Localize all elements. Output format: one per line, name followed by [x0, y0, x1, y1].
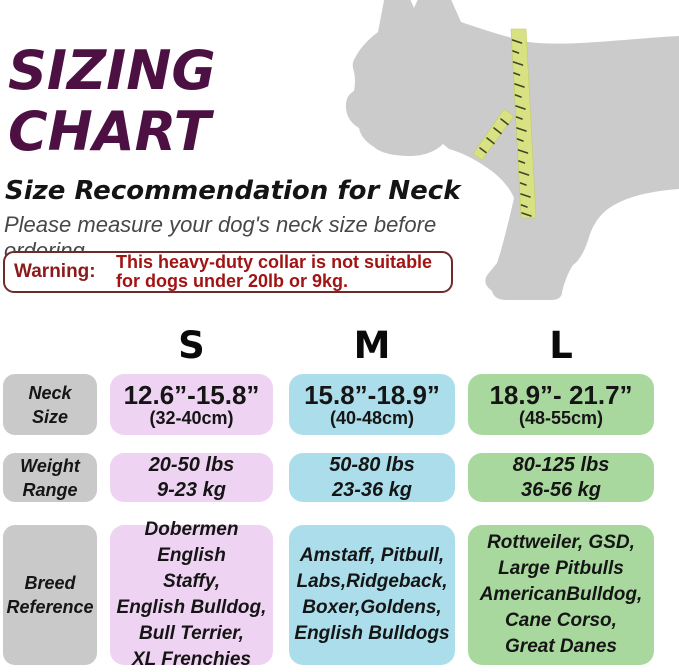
neck-size-cell-l: 18.9”- 21.7” (48-55cm)	[468, 374, 654, 435]
neck-size-cm-m: (40-48cm)	[329, 408, 415, 428]
weight-range-cell-l: 80-125 lbs 36-56 kg	[468, 453, 654, 502]
neck-size-cm-l: (48-55cm)	[518, 408, 604, 428]
column-header-m: M	[353, 323, 391, 367]
neck-size-cell-m: 15.8”-18.9” (40-48cm)	[289, 374, 455, 435]
neck-size-inches-l: 18.9”- 21.7”	[489, 380, 633, 410]
weight-range-cell-s: 20-50 lbs 9-23 kg	[110, 453, 273, 502]
dog-silhouette-illustration	[345, 0, 679, 300]
neck-size-cell-s: 12.6”-15.8” (32-40cm)	[110, 374, 273, 435]
row-label-neck-size: Neck Size	[3, 374, 97, 435]
neck-size-inches-m: 15.8”-18.9”	[304, 380, 440, 410]
weight-range-cell-m: 50-80 lbs 23-36 kg	[289, 453, 455, 502]
warning-box: Warning: This heavy-duty collar is not s…	[3, 251, 453, 293]
breed-reference-cell-s: Dobermen English Staffy, English Bulldog…	[110, 519, 273, 670]
measure-note: Please measure your dog's neck size befo…	[4, 212, 437, 263]
neck-size-cm-s: (32-40cm)	[149, 408, 234, 428]
breed-reference-cell-l: Rottweiler, GSD, Large Pitbulls American…	[468, 525, 654, 665]
breed-reference-cell-m: Amstaff, Pitbull, Labs,Ridgeback, Boxer,…	[289, 525, 455, 665]
neck-size-inches-s: 12.6”-15.8”	[123, 380, 260, 410]
dog-silhouette	[345, 0, 679, 300]
page-subtitle: Size Recommendation for Neck	[5, 176, 461, 206]
column-header-s: S	[178, 323, 205, 367]
page-title: SIZING CHART	[8, 39, 216, 163]
measuring-tape-vertical	[510, 28, 537, 219]
row-label-weight-range: Weight Range	[3, 453, 97, 502]
column-header-l: L	[549, 323, 573, 367]
warning-message: This heavy-duty collar is not suitable f…	[116, 252, 433, 291]
warning-label: Warning:	[14, 261, 96, 282]
measuring-tape-ticks	[479, 39, 532, 217]
row-label-breed-reference: Breed Reference	[3, 525, 97, 665]
